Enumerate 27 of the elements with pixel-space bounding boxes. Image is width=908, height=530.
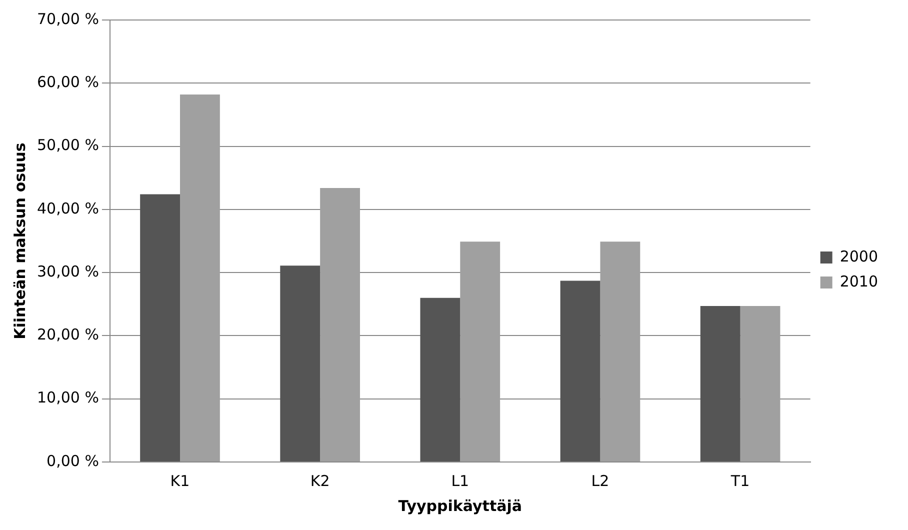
bar (320, 188, 360, 462)
y-tick-label: 40,00 % (36, 199, 99, 218)
bar (140, 194, 180, 462)
bar (280, 266, 320, 462)
x-axis-title: Tyyppikäyttäjä (398, 496, 522, 515)
x-tick-label: K1 (170, 472, 190, 490)
y-axis-title: Kiinteän maksun osuus (10, 142, 29, 340)
bar (180, 94, 220, 462)
y-tick-label: 0,00 % (46, 452, 99, 470)
x-tick-label: L2 (591, 472, 610, 490)
y-tick-label: 50,00 % (36, 136, 99, 154)
y-tick-label: 70,00 % (36, 10, 99, 28)
bar (420, 298, 460, 462)
x-tick-label: K2 (310, 472, 330, 490)
bar (700, 306, 740, 462)
bar (460, 242, 500, 462)
bar (740, 306, 780, 462)
y-tick-label: 60,00 % (36, 73, 99, 92)
legend-label: 2000 (840, 247, 878, 266)
x-tick-label: T1 (730, 472, 750, 490)
legend-label: 2010 (840, 272, 878, 290)
x-tick-label: L1 (451, 472, 470, 490)
y-tick-label: 10,00 % (36, 388, 99, 407)
y-tick-label: 20,00 % (36, 326, 99, 344)
y-tick-label: 30,00 % (36, 262, 99, 280)
bar (600, 242, 640, 462)
bar (560, 280, 600, 462)
